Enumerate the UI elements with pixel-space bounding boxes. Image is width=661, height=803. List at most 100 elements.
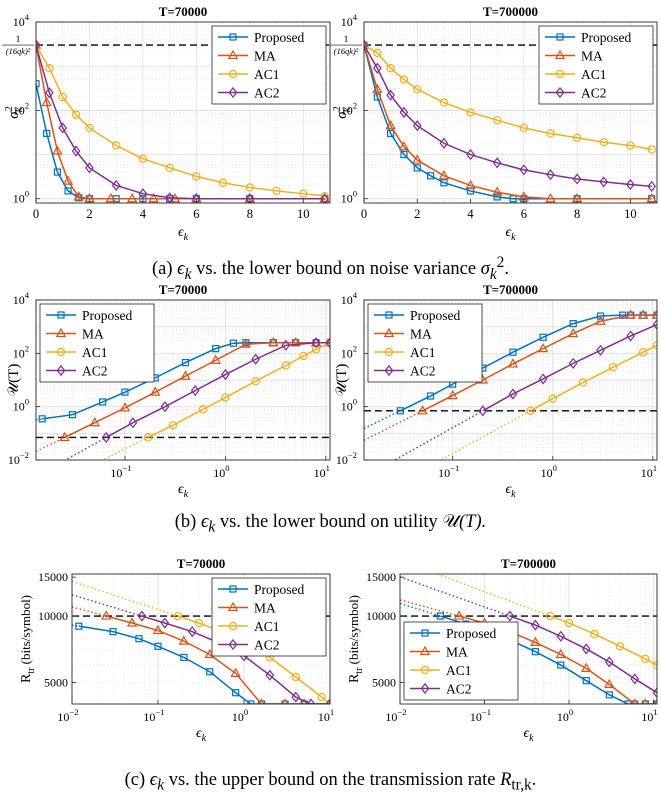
y-tick-label: 104 [341, 290, 358, 307]
marker-ac2 [36, 39, 41, 51]
x-tick-label: 101 [318, 707, 334, 724]
marker-ac2 [111, 179, 121, 191]
x-axis-label: ϵk [178, 225, 189, 243]
series-group [364, 309, 657, 460]
x-axis-label: ϵk [178, 482, 189, 500]
marker-proposed [557, 661, 565, 669]
marker-proposed [387, 129, 395, 138]
marker-ac2 [604, 656, 614, 668]
series-line-proposed [364, 44, 652, 200]
marker-ma [240, 338, 252, 348]
marker-ma [491, 186, 503, 196]
x-tick-label: 2 [86, 207, 92, 221]
marker-proposed [257, 700, 266, 704]
legend-label-ma: MA [446, 645, 468, 660]
chart-title: T=700000 [483, 4, 538, 19]
marker-proposed [43, 129, 51, 138]
marker-ma [180, 370, 191, 380]
marker-ma [258, 698, 265, 704]
legend-label-ma: MA [82, 327, 104, 342]
legend-marker-ac2 [384, 364, 394, 377]
x-tick-label: 101 [314, 463, 330, 480]
y-tick-label: 5000 [44, 676, 68, 690]
x-tick-label: 10 [297, 207, 310, 221]
legend-marker-ac1 [228, 621, 238, 631]
series-extrapolation-proposed [364, 410, 401, 430]
marker-ac1 [590, 629, 599, 639]
legend-box [367, 303, 483, 383]
legend-marker-proposed [229, 33, 237, 41]
legend-label-ac2: AC2 [581, 86, 607, 101]
chart-title: T=700000 [501, 556, 556, 571]
marker-ma [300, 698, 308, 704]
legend-marker-ma [419, 645, 431, 656]
marker-ac1 [647, 145, 656, 154]
marker-proposed [426, 172, 435, 180]
marker-ma [567, 327, 579, 338]
marker-proposed [64, 187, 72, 195]
legend-marker-proposed [385, 311, 393, 319]
series-group [36, 336, 330, 460]
plot-frame [71, 573, 331, 705]
marker-ma [62, 175, 74, 185]
marker-proposed [440, 179, 448, 187]
marker-ma [126, 617, 138, 627]
x-tick-label: 10−2 [385, 707, 406, 724]
marker-ma [438, 170, 450, 180]
marker-ma [100, 610, 112, 620]
plot-frame [35, 21, 331, 204]
plot-frame [399, 573, 658, 705]
marker-proposed [493, 193, 501, 201]
marker-ma [642, 698, 649, 704]
series-extrapolation-ma [36, 436, 65, 453]
legend-marker-proposed [556, 33, 564, 41]
y-tick-label: 15000 [366, 570, 396, 584]
legend: Proposed MA AC1 AC2 [538, 25, 654, 105]
marker-ac2 [572, 173, 582, 185]
series-line-ma [422, 314, 657, 412]
marker-ac1 [439, 98, 449, 107]
x-tick-label: 100 [213, 463, 229, 480]
marker-ac2 [45, 87, 54, 99]
legend-label-ac1: AC1 [446, 663, 472, 678]
y-tick-label: 104 [13, 12, 30, 29]
y-tick-label: 104 [341, 12, 358, 29]
legend-label-ac1: AC1 [254, 619, 280, 634]
marker-ac2 [251, 353, 261, 365]
x-tick-label: 10−1 [470, 707, 491, 724]
legend-label-ac2: AC2 [82, 364, 108, 379]
marker-ma [530, 636, 541, 646]
legend-marker-ac1 [384, 347, 394, 357]
legend-label-ma: MA [254, 601, 276, 616]
x-tick-label: 4 [467, 207, 474, 221]
series-extrapolation-ac2 [400, 576, 511, 617]
marker-proposed [619, 311, 627, 319]
chart-title: T=70000 [177, 556, 226, 571]
legend-marker-ma [227, 601, 239, 612]
marker-ac2 [581, 643, 591, 655]
marker-ma [152, 624, 164, 635]
series-line-ac1 [364, 44, 652, 151]
y-tick-label: 10000 [38, 609, 68, 623]
marker-ac1 [546, 611, 555, 621]
x-axis-label: ϵk [196, 726, 207, 744]
marker-ma [52, 145, 63, 155]
marker-ac1 [245, 183, 255, 192]
legend-label-proposed: Proposed [82, 308, 132, 323]
marker-ac1 [143, 433, 153, 442]
legend-marker-ac2 [420, 682, 430, 695]
marker-ac1 [299, 351, 308, 361]
marker-proposed [539, 333, 547, 341]
legend-marker-ac1 [420, 665, 430, 675]
x-axis-label: ϵk [523, 726, 534, 744]
chart-title: T=70000 [159, 282, 208, 297]
marker-ma [646, 192, 657, 203]
marker-proposed [121, 388, 129, 396]
marker-ac2 [325, 337, 330, 349]
marker-ac1 [652, 341, 657, 350]
marker-ma [625, 309, 636, 319]
marker-ac1 [615, 642, 625, 651]
series-line-ac1 [530, 344, 657, 412]
y-tick-label: 100 [13, 189, 29, 206]
x-tick-label: 4 [140, 207, 147, 221]
